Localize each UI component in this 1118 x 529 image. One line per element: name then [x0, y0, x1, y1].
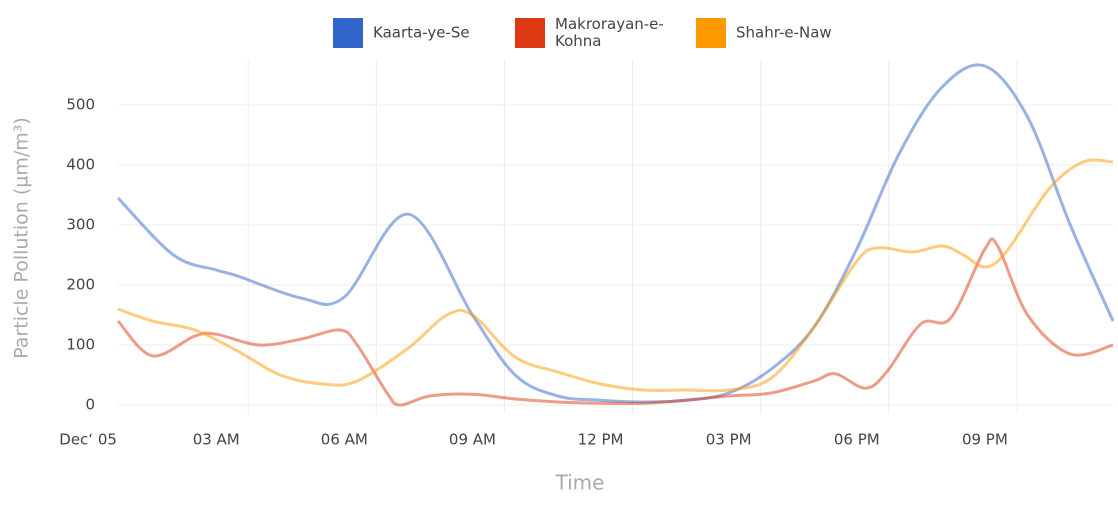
x-tick-label: 06 PM [834, 431, 880, 449]
legend-label-line: Kohna [555, 32, 601, 50]
legend-item: Shahr-e-Naw [696, 18, 832, 48]
series-line [116, 237, 1114, 407]
y-tick-label: 400 [66, 156, 95, 174]
x-tick-label: 12 PM [578, 431, 624, 449]
legend-swatch [515, 18, 545, 48]
series-line [116, 63, 1115, 404]
legend-item: Kaarta-ye-Se [333, 18, 470, 48]
x-tick-label: Dec‘ 05 [59, 431, 117, 449]
x-tick-label: 03 PM [706, 431, 752, 449]
series-line [117, 158, 1114, 393]
x-tick-label: 09 PM [962, 431, 1008, 449]
legend-swatch [696, 18, 726, 48]
y-tick-label: 100 [66, 336, 95, 354]
legend-swatch [333, 18, 363, 48]
y-tick-label: 500 [66, 96, 95, 114]
legend-label: Shahr-e-Naw [736, 24, 832, 42]
x-tick-label: 03 AM [193, 431, 240, 449]
y-tick-label: 0 [85, 396, 95, 414]
y-tick-label: 200 [66, 276, 95, 294]
legend-label: Makrorayan-e-Kohna [555, 15, 664, 50]
x-axis-title: Time [555, 471, 605, 495]
x-tick-label: 06 AM [321, 431, 368, 449]
y-tick-label: 300 [66, 216, 95, 234]
legend-item: Makrorayan-e-Kohna [515, 15, 664, 50]
x-tick-label: 09 AM [449, 431, 496, 449]
legend-label-line: Makrorayan-e- [555, 15, 664, 33]
legend-label: Kaarta-ye-Se [373, 24, 470, 42]
y-axis-title: Particle Pollution (µm/m³) [11, 117, 33, 359]
